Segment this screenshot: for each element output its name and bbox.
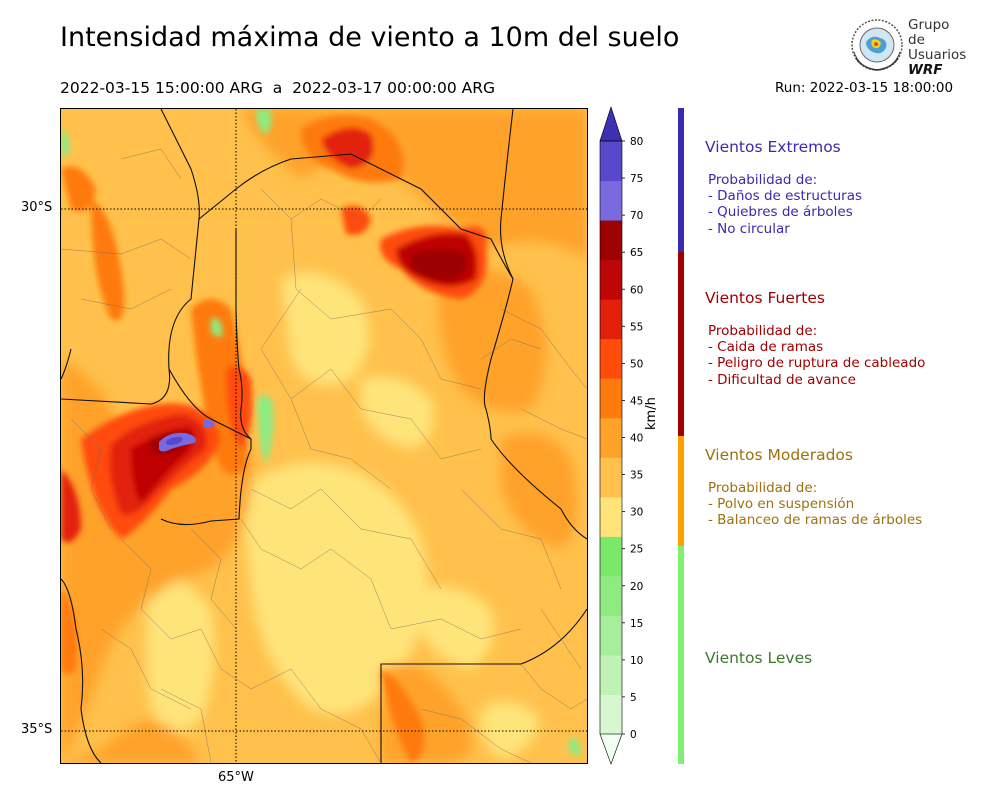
colorbar-extend-low xyxy=(599,733,623,765)
run-time: Run: 2022-03-15 18:00:00 xyxy=(775,80,954,96)
colorbar-tick-label: 5 xyxy=(630,692,637,704)
wrf-users-group-logo: Grupo de Usuarios WRF xyxy=(848,16,968,78)
colorbar-segment xyxy=(600,141,622,182)
category-title-light: Vientos Leves xyxy=(705,649,813,667)
category-bar-extreme xyxy=(678,108,684,252)
logo-text: Grupo de Usuarios WRF xyxy=(908,17,967,78)
globe-icon xyxy=(851,19,903,71)
colorbar-tick-label: 0 xyxy=(630,729,637,741)
category-desc-moderate: Probabilidad de: - Polvo en suspensión -… xyxy=(708,480,923,529)
colorbar-segment xyxy=(600,694,622,735)
wind-map xyxy=(60,108,588,764)
colorbar-tick-label: 70 xyxy=(630,210,643,222)
colorbar-segment xyxy=(600,299,622,340)
latitude-label-35s: 35°S xyxy=(21,722,53,737)
colorbar-tick-label: 75 xyxy=(630,173,643,185)
category-title-extreme: Vientos Extremos xyxy=(705,138,841,156)
colorbar-tick-label: 45 xyxy=(630,395,643,407)
colorbar-segment xyxy=(600,615,622,656)
colorbar-tick-label: 40 xyxy=(630,433,643,445)
colorbar-tick-label: 35 xyxy=(630,470,643,482)
colorbar-tick-label: 60 xyxy=(630,284,643,296)
colorbar-segment xyxy=(600,180,622,221)
category-desc-extreme: Probabilidad de: - Daños de estructuras … xyxy=(708,172,863,237)
category-title-strong: Vientos Fuertes xyxy=(705,289,825,307)
colorbar-segment xyxy=(600,220,622,261)
colorbar-units: km/h xyxy=(644,397,659,430)
wind-speed-colorbar: 0 5 10 15 20 25 30 35 40 45 50 55 60 65 70 75 80 xyxy=(599,106,643,765)
colorbar-segment xyxy=(600,536,622,577)
wind-field-map xyxy=(60,108,588,764)
colorbar-tick-label: 15 xyxy=(630,618,643,630)
colorbar-segment xyxy=(600,496,622,537)
colorbar-segment xyxy=(600,259,622,300)
colorbar-tick-label: 10 xyxy=(630,655,643,667)
colorbar-segment xyxy=(600,575,622,616)
colorbar-segment xyxy=(600,417,622,458)
colorbar-tick-label: 65 xyxy=(630,247,643,259)
category-bar-light xyxy=(678,546,684,764)
category-desc-strong: Probabilidad de: - Caida de ramas - Peli… xyxy=(708,323,926,388)
colorbar-segment xyxy=(600,654,622,695)
colorbar-segment xyxy=(600,338,622,379)
latitude-label-30s: 30°S xyxy=(21,200,53,215)
category-bar-moderate xyxy=(678,436,684,546)
colorbar-tick-label: 30 xyxy=(630,507,643,519)
colorbar-tick-label: 25 xyxy=(630,544,643,556)
category-title-moderate: Vientos Moderados xyxy=(705,446,853,464)
forecast-period: 2022-03-15 15:00:00 ARG a 2022-03-17 00:… xyxy=(60,79,496,97)
colorbar-tick-label: 50 xyxy=(630,358,643,370)
map-title: Intensidad máxima de viento a 10m del su… xyxy=(60,22,680,53)
colorbar-segment xyxy=(600,378,622,419)
colorbar-segment xyxy=(600,457,622,498)
colorbar-tick-label: 80 xyxy=(630,136,643,148)
longitude-label-65w: 65°W xyxy=(218,770,254,785)
category-bar-strong xyxy=(678,252,684,436)
colorbar-tick-label: 55 xyxy=(630,321,643,333)
colorbar-extend-high xyxy=(599,106,623,142)
colorbar-tick-label: 20 xyxy=(630,581,643,593)
